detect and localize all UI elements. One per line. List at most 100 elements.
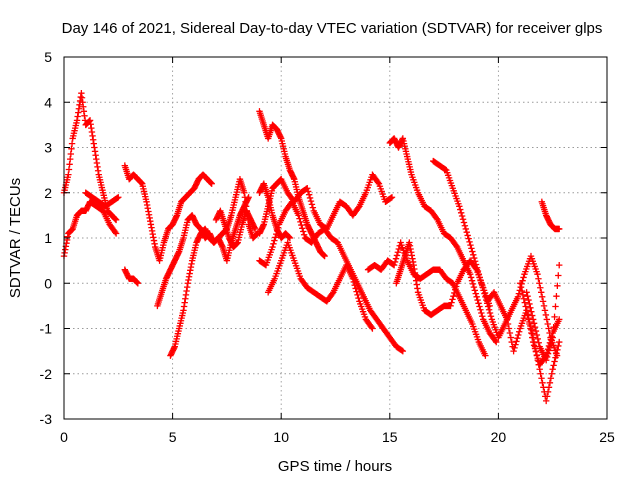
data-point	[533, 331, 541, 339]
data-point	[523, 307, 530, 314]
data-point	[208, 180, 215, 187]
data-point	[134, 280, 142, 287]
data-point	[532, 327, 540, 335]
data-point	[481, 290, 488, 297]
data-point	[271, 237, 278, 244]
data-point	[552, 354, 559, 361]
data-point	[321, 252, 328, 260]
data-point	[511, 344, 518, 352]
series-arc-20	[256, 180, 294, 242]
data-point	[534, 271, 541, 278]
y-tick-labels: -3 -2 -1 0 1 2 3 4 5	[40, 49, 53, 427]
data-point	[369, 325, 376, 332]
data-point	[548, 370, 555, 377]
data-point	[546, 344, 554, 351]
data-point	[555, 342, 562, 350]
data-point	[463, 228, 470, 236]
series-arc-11	[264, 239, 376, 332]
data-point	[520, 295, 528, 302]
data-point	[554, 346, 561, 354]
data-point	[458, 212, 466, 220]
data-point	[519, 291, 527, 299]
data-point	[399, 347, 407, 355]
data-point	[482, 352, 489, 359]
data-point	[547, 375, 555, 382]
data-point	[556, 316, 563, 323]
data-point	[529, 334, 537, 341]
data-point	[493, 338, 500, 346]
x-tick-label: 25	[599, 429, 615, 445]
data-point	[350, 278, 358, 286]
data-point	[476, 303, 483, 310]
data-point	[451, 289, 458, 297]
x-axis-label: GPS time / hours	[278, 458, 392, 475]
data-point	[535, 361, 542, 368]
data-point	[474, 267, 482, 275]
data-point	[515, 331, 522, 339]
series-arc-1	[60, 90, 120, 224]
data-point	[545, 347, 553, 354]
data-point	[473, 264, 481, 271]
data-point	[534, 356, 542, 364]
series-arc-7	[167, 194, 252, 359]
data-point	[352, 285, 359, 292]
data-point	[504, 320, 512, 328]
data-point	[525, 296, 532, 304]
data-point	[353, 288, 360, 295]
data-point	[512, 341, 519, 348]
x-tick-label: 15	[382, 429, 398, 445]
data-point	[534, 335, 542, 343]
data-point	[545, 325, 552, 332]
data-point	[521, 299, 528, 306]
data-point	[542, 311, 550, 319]
data-point	[478, 280, 485, 288]
series-arc-15	[430, 157, 561, 359]
data-point	[515, 328, 523, 335]
series-arc-13	[386, 135, 500, 346]
y-axis-label: SDTVAR / TECUs	[7, 178, 24, 298]
data-point	[553, 350, 560, 357]
data-point	[473, 293, 480, 301]
data-point	[514, 293, 522, 301]
data-point	[448, 299, 455, 306]
data-point	[300, 231, 308, 238]
data-point	[111, 228, 119, 236]
data-point	[543, 316, 551, 323]
data-point	[308, 201, 316, 208]
data-point	[392, 255, 400, 262]
data-point	[538, 293, 546, 301]
x-tick-label: 20	[491, 429, 507, 445]
data-point	[556, 338, 563, 346]
y-tick-label: -3	[40, 411, 53, 427]
series-arc-21	[212, 207, 259, 251]
data-point	[394, 249, 402, 256]
data-point	[549, 366, 556, 373]
data-point	[528, 326, 535, 333]
data-point	[539, 379, 546, 386]
data-point	[477, 277, 484, 284]
data-point	[485, 306, 493, 313]
data-point	[550, 362, 557, 369]
series-arc-3	[82, 189, 122, 210]
series-arc-12	[364, 239, 489, 359]
data-point	[306, 194, 314, 202]
series-arc-2	[60, 198, 120, 260]
y-tick-label: -1	[40, 321, 53, 337]
data-point	[471, 287, 479, 294]
data-point	[505, 325, 513, 332]
data-point	[529, 330, 536, 337]
data-point	[459, 216, 467, 223]
data-point	[112, 230, 120, 237]
data-point	[295, 212, 302, 219]
data-point	[536, 280, 543, 287]
data-point	[542, 356, 550, 364]
data-point	[475, 300, 482, 307]
data-point	[374, 179, 382, 186]
data-point	[464, 232, 471, 239]
data-point	[468, 277, 476, 284]
data-point	[546, 379, 554, 386]
data-point	[457, 209, 465, 216]
y-tick-label: 2	[44, 185, 52, 201]
series-arc-17	[516, 280, 563, 405]
